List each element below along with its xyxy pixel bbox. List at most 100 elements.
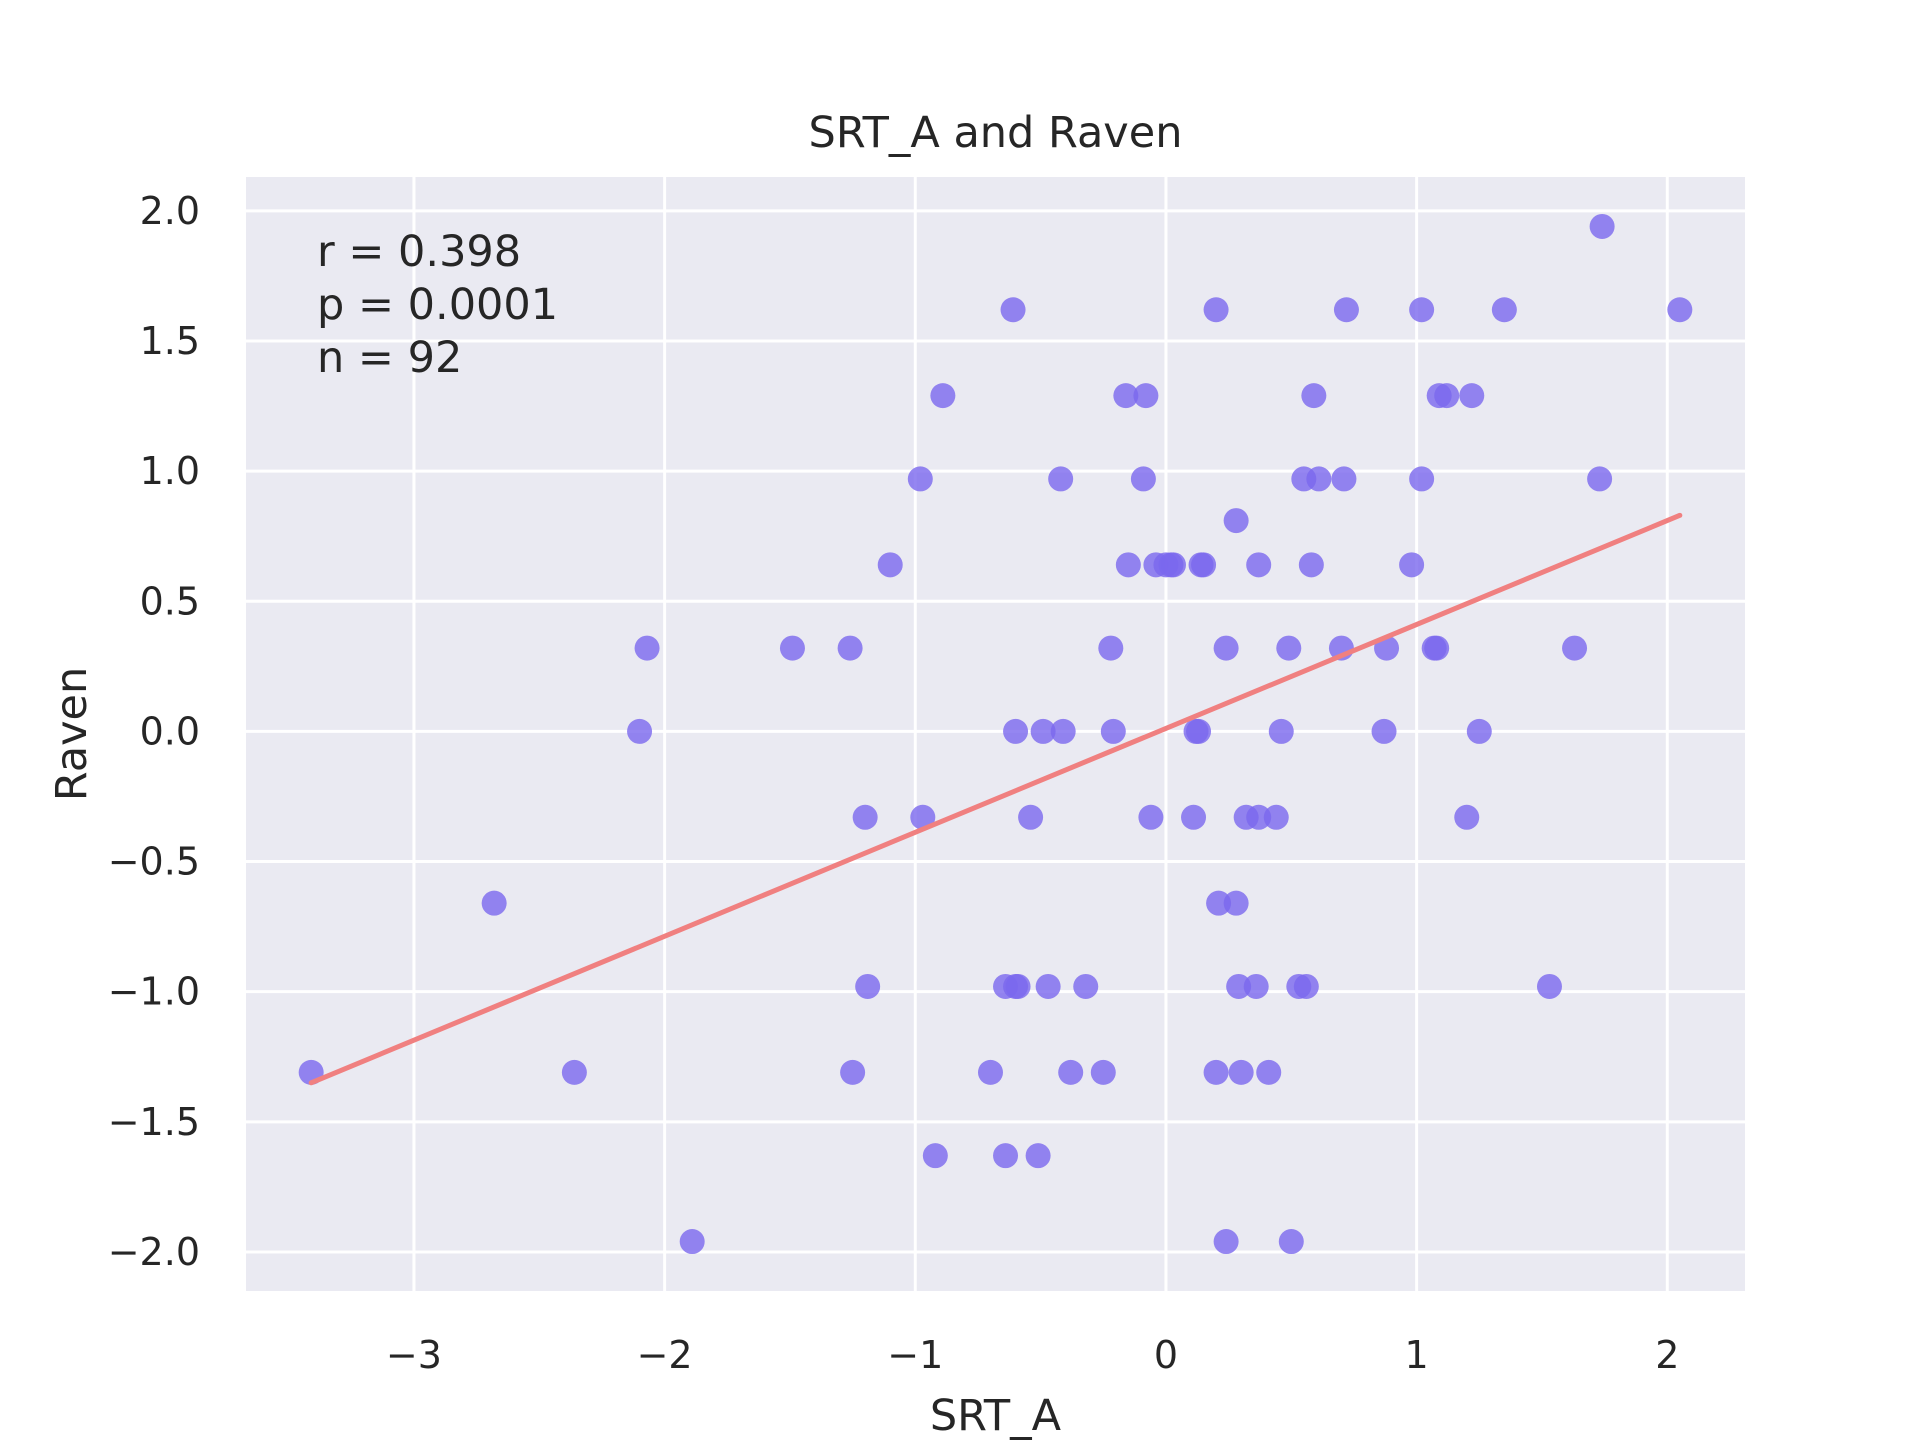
scatter-point — [779, 635, 805, 661]
scatter-point — [1090, 1059, 1116, 1085]
scatter-point — [907, 466, 933, 492]
scatter-point — [1138, 804, 1164, 830]
scatter-point — [1100, 718, 1126, 744]
regression-line — [308, 512, 1683, 1086]
scatter-point — [1203, 1059, 1229, 1085]
scatter-point — [1181, 804, 1207, 830]
data-points — [298, 213, 1693, 1255]
scatter-point — [1268, 718, 1294, 744]
scatter-point — [1048, 466, 1074, 492]
scatter-point — [1113, 383, 1139, 409]
scatter-point — [634, 635, 660, 661]
scatter-point — [1203, 297, 1229, 323]
scatter-point — [1025, 1143, 1051, 1169]
scatter-point — [1589, 213, 1615, 239]
scatter-point — [1424, 635, 1450, 661]
scatter-point — [1466, 718, 1492, 744]
y-tick-label: 1.5 — [140, 319, 200, 363]
y-tick-label: −2.0 — [108, 1230, 200, 1274]
x-tick-label: 0 — [1154, 1333, 1178, 1377]
stat-annotation-line: n = 92 — [317, 333, 462, 383]
scatter-point — [1667, 297, 1693, 323]
scatter-point — [1276, 635, 1302, 661]
stat-annotation-line: p = 0.0001 — [317, 280, 558, 330]
scatter-point — [1306, 466, 1332, 492]
scatter-point — [1246, 804, 1272, 830]
scatter-point — [1223, 890, 1249, 916]
x-tick-labels: −3 −2 −1 0 1 2 — [386, 1333, 1679, 1377]
y-tick-label: −1.0 — [108, 970, 200, 1014]
scatter-point — [1206, 890, 1232, 916]
scatter-point — [1223, 508, 1249, 534]
scatter-point — [1115, 552, 1141, 578]
scatter-point — [1243, 973, 1269, 999]
scatter-point — [1562, 635, 1588, 661]
scatter-point — [1587, 466, 1613, 492]
scatter-point — [852, 804, 878, 830]
scatter-point — [1409, 297, 1435, 323]
scatter-point — [922, 1143, 948, 1169]
scatter-point — [1263, 804, 1289, 830]
scatter-point — [1331, 466, 1357, 492]
scatter-point — [993, 1143, 1019, 1169]
scatter-point — [561, 1059, 587, 1085]
scatter-point — [1256, 1059, 1282, 1085]
scatter-point — [1058, 1059, 1084, 1085]
x-tick-label: 1 — [1405, 1333, 1429, 1377]
scatter-point — [1000, 297, 1026, 323]
y-tick-label: 2.0 — [140, 189, 200, 233]
scatter-point — [1035, 973, 1061, 999]
stat-annotation-line: r = 0.398 — [317, 227, 521, 277]
chart-title: SRT_A and Raven — [809, 108, 1183, 158]
scatter-point — [627, 718, 653, 744]
scatter-point — [1246, 552, 1272, 578]
y-tick-label: 1.0 — [140, 449, 200, 493]
scatter-point — [1298, 552, 1324, 578]
scatter-point — [837, 635, 863, 661]
x-tick-label: 2 — [1655, 1333, 1679, 1377]
scatter-point — [1030, 718, 1056, 744]
scatter-point — [1213, 635, 1239, 661]
plot-area-background — [246, 177, 1745, 1291]
x-tick-label: −1 — [887, 1333, 943, 1377]
x-axis-label: SRT_A — [930, 1391, 1062, 1440]
scatter-point — [1333, 297, 1359, 323]
scatter-point — [1160, 552, 1186, 578]
scatter-point — [910, 804, 936, 830]
scatter-point — [977, 1059, 1003, 1085]
y-axis-label: Raven — [47, 667, 97, 801]
scatter-point — [1459, 383, 1485, 409]
scatter-point — [1003, 718, 1029, 744]
scatter-point — [1293, 973, 1319, 999]
scatter-point — [840, 1059, 866, 1085]
scatter-point — [1409, 466, 1435, 492]
regression-line-group — [308, 512, 1683, 1086]
y-tick-label: 0.0 — [140, 709, 200, 753]
scatter-point — [1213, 1229, 1239, 1255]
scatter-point — [1228, 1059, 1254, 1085]
scatter-point — [1186, 718, 1212, 744]
scatter-point — [1130, 466, 1156, 492]
scatter-point — [679, 1229, 705, 1255]
scatter-point — [1005, 973, 1031, 999]
scatter-point — [1191, 552, 1217, 578]
scatter-point — [1434, 383, 1460, 409]
scatter-point — [1073, 973, 1099, 999]
y-tick-labels: −2.0 −1.5 −1.0 −0.5 0.0 0.5 1.0 1.5 2.0 — [108, 189, 200, 1274]
y-tick-label: −1.5 — [108, 1100, 200, 1144]
grid-lines — [246, 177, 1745, 1291]
scatter-point — [1098, 635, 1124, 661]
scatter-point — [1226, 973, 1252, 999]
scatter-point — [877, 552, 903, 578]
scatter-point — [1050, 718, 1076, 744]
y-tick-label: −0.5 — [108, 840, 200, 884]
x-tick-label: −2 — [637, 1333, 693, 1377]
scatter-point — [1536, 973, 1562, 999]
scatter-point — [855, 973, 881, 999]
scatter-point — [481, 890, 507, 916]
scatter-point — [1371, 718, 1397, 744]
scatter-point — [930, 383, 956, 409]
scatter-point — [1399, 552, 1425, 578]
